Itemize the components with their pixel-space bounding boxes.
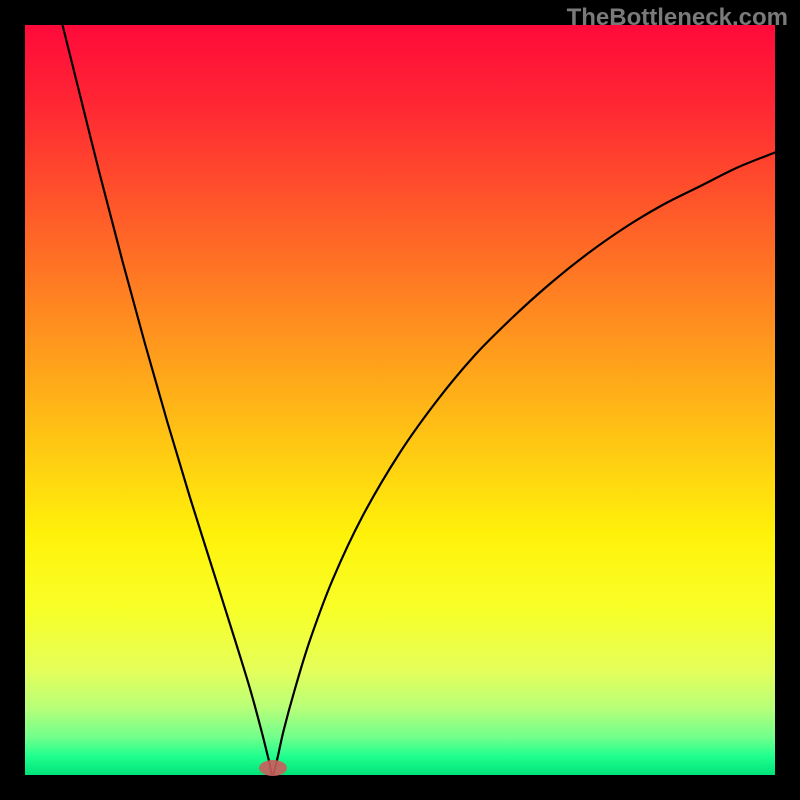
plot-area — [25, 25, 775, 775]
chart-frame: TheBottleneck.com — [0, 0, 800, 800]
minimum-marker — [259, 760, 287, 776]
watermark-text: TheBottleneck.com — [567, 4, 788, 32]
gradient-background — [25, 25, 775, 775]
